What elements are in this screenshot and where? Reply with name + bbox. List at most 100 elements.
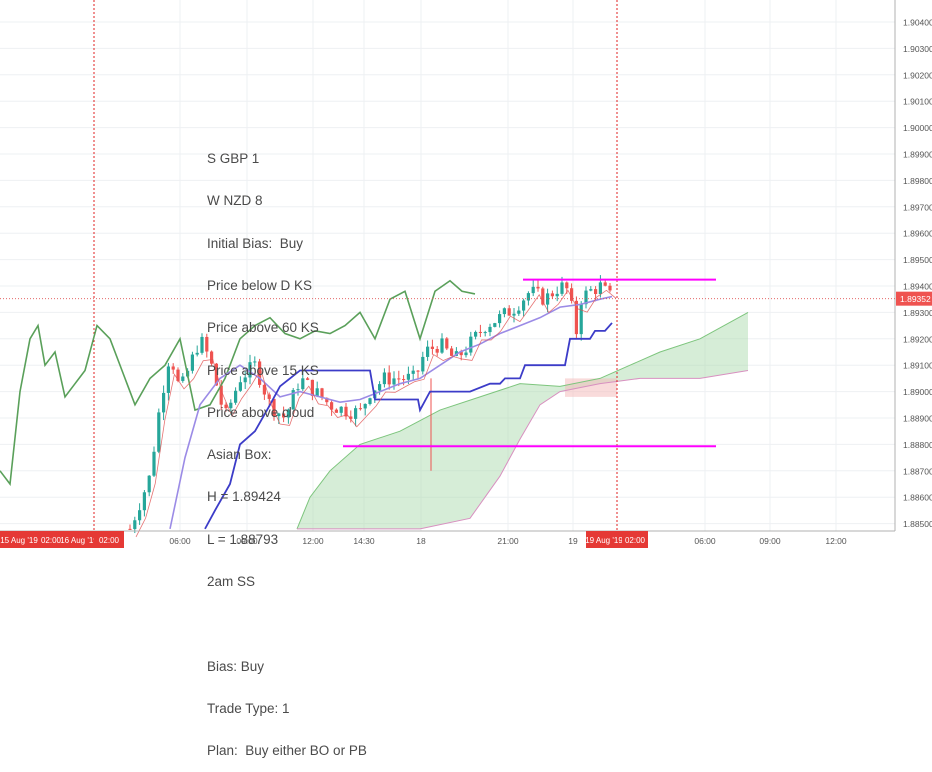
date-marker-badge: [64, 531, 94, 548]
candle-body: [171, 366, 175, 370]
date-marker-badge: [38, 531, 64, 548]
candle-body: [574, 300, 578, 335]
note-line: [207, 617, 367, 631]
x-tick-label: 09:00: [236, 536, 258, 546]
y-tick-label: 1.90000: [903, 123, 932, 133]
candle-body: [190, 354, 194, 371]
candle-body: [306, 378, 310, 380]
candle-body: [157, 412, 161, 452]
note-line: Trade Type: 1: [207, 700, 290, 716]
candle-body: [416, 370, 420, 372]
candle-body: [502, 308, 506, 315]
candle-body: [430, 346, 434, 349]
candle-body: [392, 378, 396, 385]
candle-body: [589, 289, 593, 291]
axes: 1.90400 1.90300 1.90200 1.90100 1.90000 1.899…: [0, 0, 932, 548]
date-marker-label: 02:00: [99, 536, 120, 545]
note-line: 2am SS: [207, 574, 256, 589]
candle-body: [387, 372, 391, 385]
candle-body: [205, 336, 209, 352]
candle-body: [411, 370, 415, 374]
note-line: S GBP 1: [207, 151, 260, 167]
candle-body: [277, 413, 281, 417]
x-tick-label: 06:00: [694, 536, 716, 546]
note-line: Price above 15 KS: [207, 362, 319, 378]
y-tick-label: 1.88600: [903, 493, 932, 503]
candle-body: [517, 310, 521, 314]
y-tick-label: 1.90300: [903, 44, 932, 54]
candle-body: [358, 408, 362, 410]
last-price-label: 1.89352: [900, 294, 931, 304]
candle-body: [291, 390, 295, 410]
candle-body: [555, 293, 559, 297]
note-line: Price above 60 KS: [207, 320, 319, 336]
session-lines: [93, 0, 618, 531]
candle-body: [258, 361, 262, 385]
candle-body: [219, 385, 223, 405]
date-marker-label: 02:00: [625, 536, 646, 545]
y-tick-label: 1.88800: [903, 440, 932, 450]
candle-body: [224, 404, 228, 409]
candle-body: [440, 338, 444, 353]
candle-body: [234, 390, 238, 403]
y-tick-label: 1.90200: [903, 70, 932, 80]
senkou-a: [296, 311, 749, 530]
y-tick-label: 1.89400: [903, 282, 932, 292]
candle-body: [435, 348, 439, 353]
candle-body: [550, 293, 554, 297]
candle-body: [349, 416, 353, 419]
y-tick-label: 1.89600: [903, 229, 932, 239]
candle-body: [162, 392, 166, 413]
date-marker-badge: [0, 531, 38, 548]
candle-body: [296, 389, 300, 391]
candle-body: [282, 413, 286, 418]
x-tick-label: 18: [416, 536, 426, 546]
note-line: Price below D KS: [207, 278, 313, 294]
candle-body: [402, 379, 406, 381]
candle-body: [378, 384, 382, 391]
candle-body: [301, 378, 305, 390]
candle-body: [354, 408, 358, 419]
ichimoku-cloud: [296, 311, 749, 530]
candle-body: [248, 362, 252, 378]
x-tick-label: 09:00: [759, 536, 781, 546]
candle-body: [147, 475, 151, 493]
note-line: Initial Bias: Buy: [207, 235, 304, 251]
candle-body: [445, 338, 449, 349]
candle-body: [507, 308, 511, 316]
price-chart[interactable]: 1.90400 1.90300 1.90200 1.90100 1.90000 1.899…: [0, 0, 932, 550]
candle-body: [325, 397, 329, 403]
candle-body: [426, 346, 430, 357]
candle-body: [229, 402, 233, 409]
note-line: W NZD 8: [207, 193, 263, 209]
candle-body: [483, 332, 487, 334]
candle-body: [214, 363, 218, 386]
lagging-span: [0, 279, 476, 487]
candle-body: [142, 492, 146, 511]
date-marker-label: 02:00: [41, 536, 62, 545]
moving-average-line: [135, 289, 617, 538]
cloud-area: [297, 312, 748, 529]
candle-body: [315, 388, 319, 396]
candle-body: [138, 510, 142, 521]
candle-body: [330, 402, 334, 410]
indicator-lines: [0, 279, 617, 538]
candle-body: [450, 348, 454, 356]
senkou-b: [297, 369, 749, 530]
candle-body: [603, 282, 607, 286]
candle-body: [536, 286, 540, 289]
candle-body: [382, 372, 386, 385]
y-tick-label: 1.89000: [903, 387, 932, 397]
x-tick-label: 14:30: [353, 536, 375, 546]
candle-body: [334, 409, 338, 413]
last-price-badge: [896, 291, 932, 306]
candle-body: [579, 304, 583, 335]
y-tick-label: 1.90100: [903, 97, 932, 107]
date-marker-label: 16 Aug '19: [60, 536, 98, 545]
x-tick-label: 06:00: [169, 536, 191, 546]
candle-body: [560, 282, 564, 294]
candle-body: [195, 352, 199, 355]
candle-body: [474, 331, 478, 337]
candle-body: [181, 376, 185, 381]
y-tick-label: 1.89700: [903, 202, 932, 212]
